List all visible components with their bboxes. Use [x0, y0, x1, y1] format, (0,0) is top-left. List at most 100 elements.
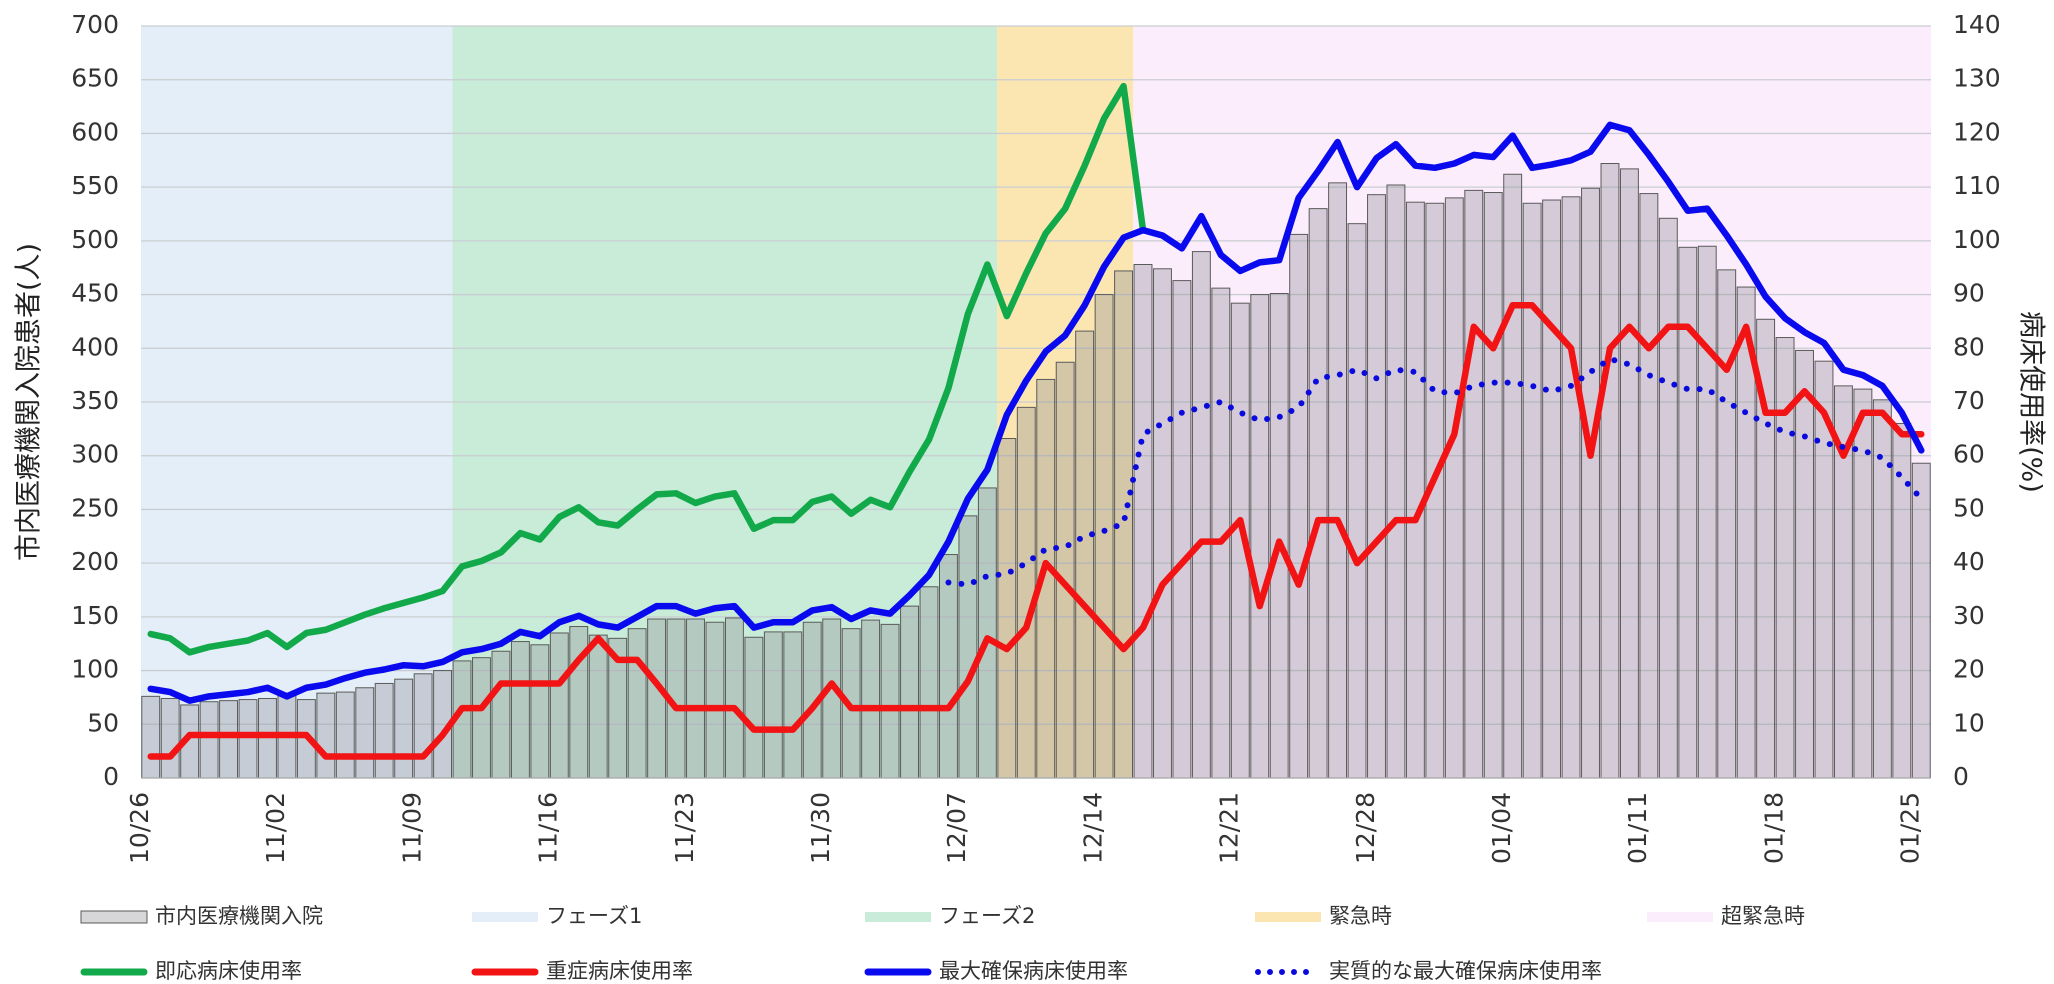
x-tick-label: 01/04: [1487, 792, 1516, 864]
bar: [1075, 330, 1095, 779]
y2-tick-label: 10: [1953, 708, 1985, 737]
x-tick-label: 01/25: [1896, 792, 1925, 864]
y2-tick-label: 0: [1953, 762, 1969, 791]
y-tick-label: 0: [103, 762, 119, 791]
bar: [1405, 201, 1425, 779]
bar: [1503, 173, 1523, 779]
y2-tick-label: 140: [1953, 10, 2001, 39]
bar: [374, 682, 394, 779]
bar: [1308, 208, 1328, 779]
bar: [1367, 194, 1386, 779]
bar: [219, 700, 239, 779]
legend-swatch: [80, 910, 148, 924]
y-tick-label: 100: [71, 655, 119, 684]
bar: [141, 695, 161, 779]
y2-tick-label: 80: [1953, 332, 1985, 361]
bar: [1892, 422, 1912, 779]
x-tick-label: 11/23: [670, 792, 699, 864]
bar: [1133, 263, 1153, 779]
y2-tick-label: 120: [1953, 117, 2001, 146]
y-tick-label: 600: [71, 117, 119, 146]
bar: [199, 701, 219, 779]
bar: [1172, 280, 1192, 779]
y-tick-label: 700: [71, 10, 119, 39]
bar: [316, 692, 336, 779]
legend-swatch: [1255, 912, 1321, 922]
bar: [1600, 163, 1620, 779]
line: [147, 82, 1147, 656]
bar: [1717, 269, 1737, 779]
x-tick-label: 12/07: [942, 792, 971, 864]
y-tick-label: 650: [71, 64, 119, 93]
bar: [1619, 168, 1639, 779]
bar: [861, 619, 881, 779]
bar: [238, 699, 258, 779]
legend-label: 重症病床使用率: [546, 959, 693, 983]
bar: [1639, 193, 1659, 779]
y-tick-label: 150: [71, 601, 119, 630]
bar: [1658, 217, 1678, 779]
bar: [510, 641, 530, 779]
legend-label: 最大確保病床使用率: [939, 959, 1128, 983]
bar: [1522, 202, 1542, 779]
legend-label: フェーズ2: [939, 904, 1035, 928]
x-tick-label: 10/26: [125, 792, 154, 864]
bar: [1561, 196, 1581, 779]
x-tick-label: 12/14: [1078, 792, 1107, 864]
y2-tick-label: 50: [1953, 493, 1985, 522]
bar: [1464, 189, 1484, 779]
bar: [1444, 197, 1464, 779]
x-tick-label: 01/18: [1759, 792, 1788, 864]
bar: [1055, 361, 1075, 779]
bar: [1269, 292, 1289, 779]
bar: [1911, 462, 1931, 779]
bar: [744, 636, 764, 779]
y2-tick-label: 30: [1953, 601, 1985, 630]
y-axis-title: 市内医療機関入院患者(人): [14, 243, 45, 561]
x-tick-label: 11/16: [534, 792, 563, 864]
bar: [977, 487, 997, 779]
y-tick-label: 550: [71, 171, 119, 200]
line: [147, 302, 1925, 760]
bar: [1386, 184, 1406, 779]
y-tick-label: 50: [87, 708, 119, 737]
bar: [160, 698, 180, 779]
bar: [491, 650, 511, 779]
y-tick-label: 500: [71, 225, 119, 254]
x-tick-label: 11/09: [397, 792, 426, 864]
bar: [705, 621, 725, 779]
y2-tick-label: 60: [1953, 440, 1985, 469]
x-tick-label: 01/11: [1623, 792, 1652, 864]
legend-swatch: [1647, 912, 1713, 922]
y2-tick-label: 40: [1953, 547, 1985, 576]
bar: [394, 678, 414, 779]
bar: [997, 438, 1017, 779]
bar: [627, 628, 647, 779]
y2-tick-label: 90: [1953, 279, 1985, 308]
bar: [724, 617, 744, 779]
legend-label: 即応病床使用率: [155, 959, 302, 983]
bar: [958, 515, 978, 779]
bar: [919, 586, 939, 779]
y-tick-label: 200: [71, 547, 119, 576]
bar: [472, 657, 491, 779]
bar: [1191, 251, 1211, 779]
legend-label: 緊急時: [1329, 904, 1392, 928]
bar: [335, 691, 355, 779]
y2-tick-label: 70: [1953, 386, 1985, 415]
bar: [1289, 233, 1309, 779]
legend-swatch: [472, 912, 538, 922]
bar: [1094, 294, 1114, 779]
bar: [355, 687, 375, 779]
legend-label: 市内医療機関入院: [155, 904, 323, 928]
bar: [1347, 223, 1367, 779]
bar: [588, 634, 608, 779]
bar: [647, 618, 667, 779]
y2-tick-label: 20: [1953, 655, 1985, 684]
bar: [763, 631, 783, 779]
bar: [1328, 182, 1348, 779]
bar: [1581, 187, 1600, 779]
y-tick-label: 350: [71, 386, 119, 415]
